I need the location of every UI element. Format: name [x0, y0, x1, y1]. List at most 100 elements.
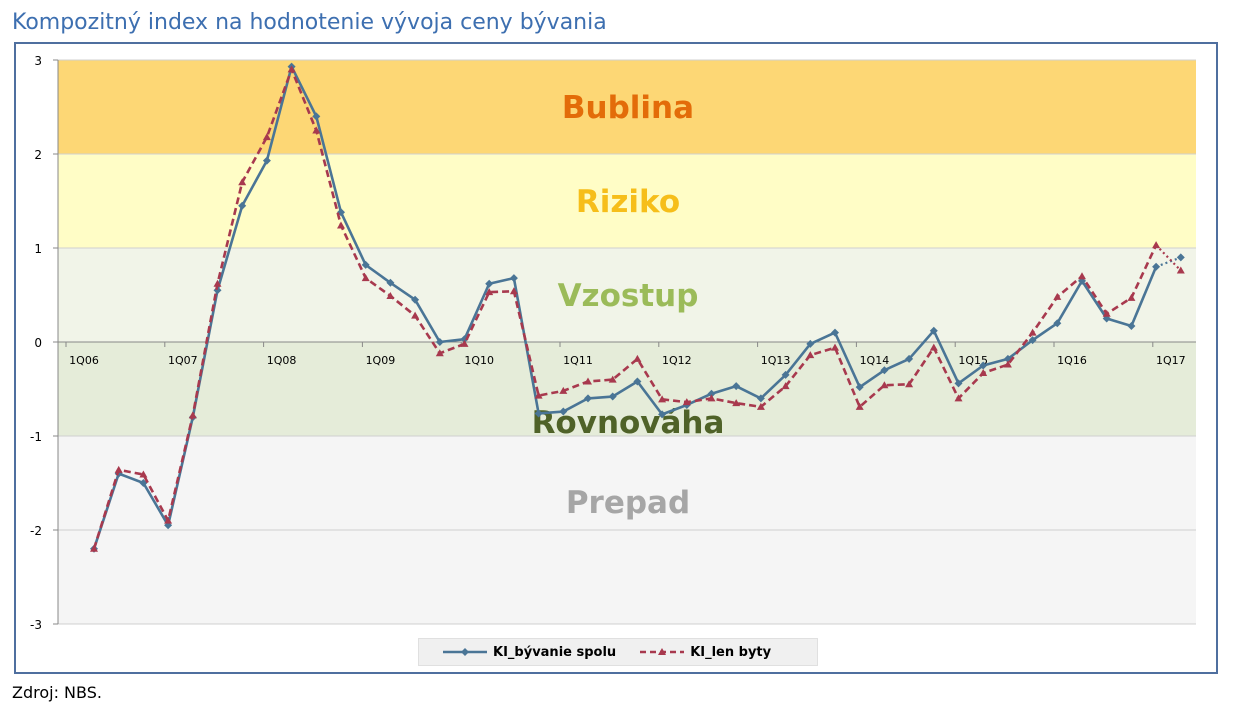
legend: KI_bývanie spolu KI_len byty: [418, 638, 818, 666]
series2-point: [485, 288, 494, 296]
series1-point: [559, 407, 568, 416]
series2-point: [756, 402, 765, 410]
series1-point: [658, 410, 667, 419]
series2-point: [905, 380, 914, 388]
series2-point: [1127, 293, 1136, 301]
source-note: Zdroj: NBS.: [12, 683, 102, 702]
zone-label-1: Riziko: [576, 184, 680, 220]
series2-point: [707, 394, 716, 402]
series-line-0: [92, 65, 1158, 550]
series1-point: [435, 338, 444, 346]
series2-point: [114, 465, 123, 473]
x-tick-label: 1Q10: [464, 354, 494, 367]
series1-point: [954, 379, 963, 388]
series1-point: [929, 326, 938, 335]
series2-point: [855, 402, 864, 410]
x-tick-label: 1Q07: [168, 354, 198, 367]
chart-frame: Bublina Riziko Vzostup Rovnováha Prepad -3 -2…: [14, 42, 1218, 674]
x-tick-label: 1Q06: [69, 354, 99, 367]
gridlines: [58, 59, 1196, 625]
series2-point: [584, 377, 592, 385]
y-tick-label: 3: [34, 54, 42, 68]
series1-point: [781, 370, 790, 379]
series2-point: [979, 369, 988, 377]
x-tick-label: 1Q12: [662, 354, 692, 367]
series1-point: [855, 383, 864, 392]
series1-point: [238, 201, 247, 210]
series2-point: [287, 65, 296, 73]
series2-point: [509, 287, 518, 295]
series2-point: [1028, 328, 1037, 336]
x-tick-label: 1Q11: [563, 354, 593, 367]
zone-label-3: Rovnováha: [532, 405, 725, 441]
series2-point: [435, 349, 444, 357]
series1-point: [312, 112, 321, 121]
y-tick-label: 1: [34, 242, 42, 256]
zone-label-4: Prepad: [566, 485, 690, 521]
series1-point: [905, 354, 914, 363]
series2-point: [411, 311, 420, 319]
series1-point: [1053, 319, 1062, 328]
series2-point: [954, 394, 963, 402]
y-tick-label: -3: [30, 618, 42, 632]
series1-point: [411, 295, 420, 304]
legend-label-series2: KI_len byty: [690, 644, 772, 660]
legend-item-series2: KI_len byty: [640, 645, 771, 660]
x-tick-label: 1Q16: [1057, 354, 1087, 367]
series2-point: [658, 395, 667, 403]
x-tick-label: 1Q09: [366, 354, 396, 367]
series2-point: [188, 411, 197, 419]
series1-point: [1028, 336, 1037, 345]
series2-point: [633, 354, 642, 362]
series2-point: [386, 291, 395, 299]
series2-point: [781, 382, 790, 390]
zone-label-0: Bublina: [562, 90, 694, 126]
series2-point: [164, 516, 173, 524]
x-axis-ticks: 1Q06 1Q07 1Q08 1Q09 1Q10 1Q11 1Q12 1Q13 1Q14 1Q15…: [65, 342, 1186, 367]
series-projection-1: [1155, 244, 1182, 272]
x-tick-label: 1Q08: [267, 354, 297, 367]
y-tick-label: 2: [34, 148, 42, 162]
y-axis-ticks: -3 -2 -1 0 1 2 3: [30, 54, 59, 632]
legend-label-series1: KI_bývanie spolu: [493, 644, 617, 660]
series1-point: [831, 328, 839, 337]
series1-point: [756, 394, 765, 403]
legend-item-series1: KI_bývanie spolu: [443, 645, 616, 660]
series1-point: [534, 409, 543, 418]
series2-point: [1003, 360, 1012, 368]
series1-point: [262, 156, 271, 165]
series1-point: [386, 278, 395, 287]
series1-point: [1152, 262, 1161, 271]
series2-point: [238, 178, 247, 186]
series2-point: [806, 351, 815, 359]
series1-point: [485, 279, 494, 288]
y-tick-label: 0: [34, 336, 42, 350]
x-tick-label: 1Q14: [860, 354, 890, 367]
zone-label-2: Vzostup: [558, 278, 699, 314]
series1-point: [707, 389, 716, 398]
x-tick-label: 1Q13: [761, 354, 791, 367]
series2-point: [831, 343, 839, 351]
x-tick-label: 1Q15: [958, 354, 988, 367]
series2-point: [608, 375, 617, 383]
series-line-1: [92, 68, 1158, 550]
series2-point: [1102, 309, 1111, 317]
series1-point: [608, 392, 617, 401]
series2-point: [559, 386, 568, 394]
series2-point: [534, 391, 543, 399]
series1-point: [509, 274, 518, 283]
series2-point: [929, 343, 938, 351]
series1-point: [361, 260, 370, 269]
series2-point: [460, 339, 469, 347]
zone-labels: Bublina Riziko Vzostup Rovnováha Prepad: [532, 90, 725, 521]
series1-point: [584, 394, 592, 403]
series2-point: [1078, 272, 1086, 280]
legend-swatch-dashed-icon: [640, 648, 685, 655]
series1-point: [1176, 253, 1185, 262]
series1-point: [880, 366, 889, 375]
series2-point: [1176, 266, 1185, 274]
series-layer: [90, 62, 1185, 553]
page-title: Kompozitný index na hodnotenie vývoja ce…: [12, 10, 607, 35]
y-tick-label: -2: [30, 524, 42, 538]
series2-point: [361, 274, 370, 282]
